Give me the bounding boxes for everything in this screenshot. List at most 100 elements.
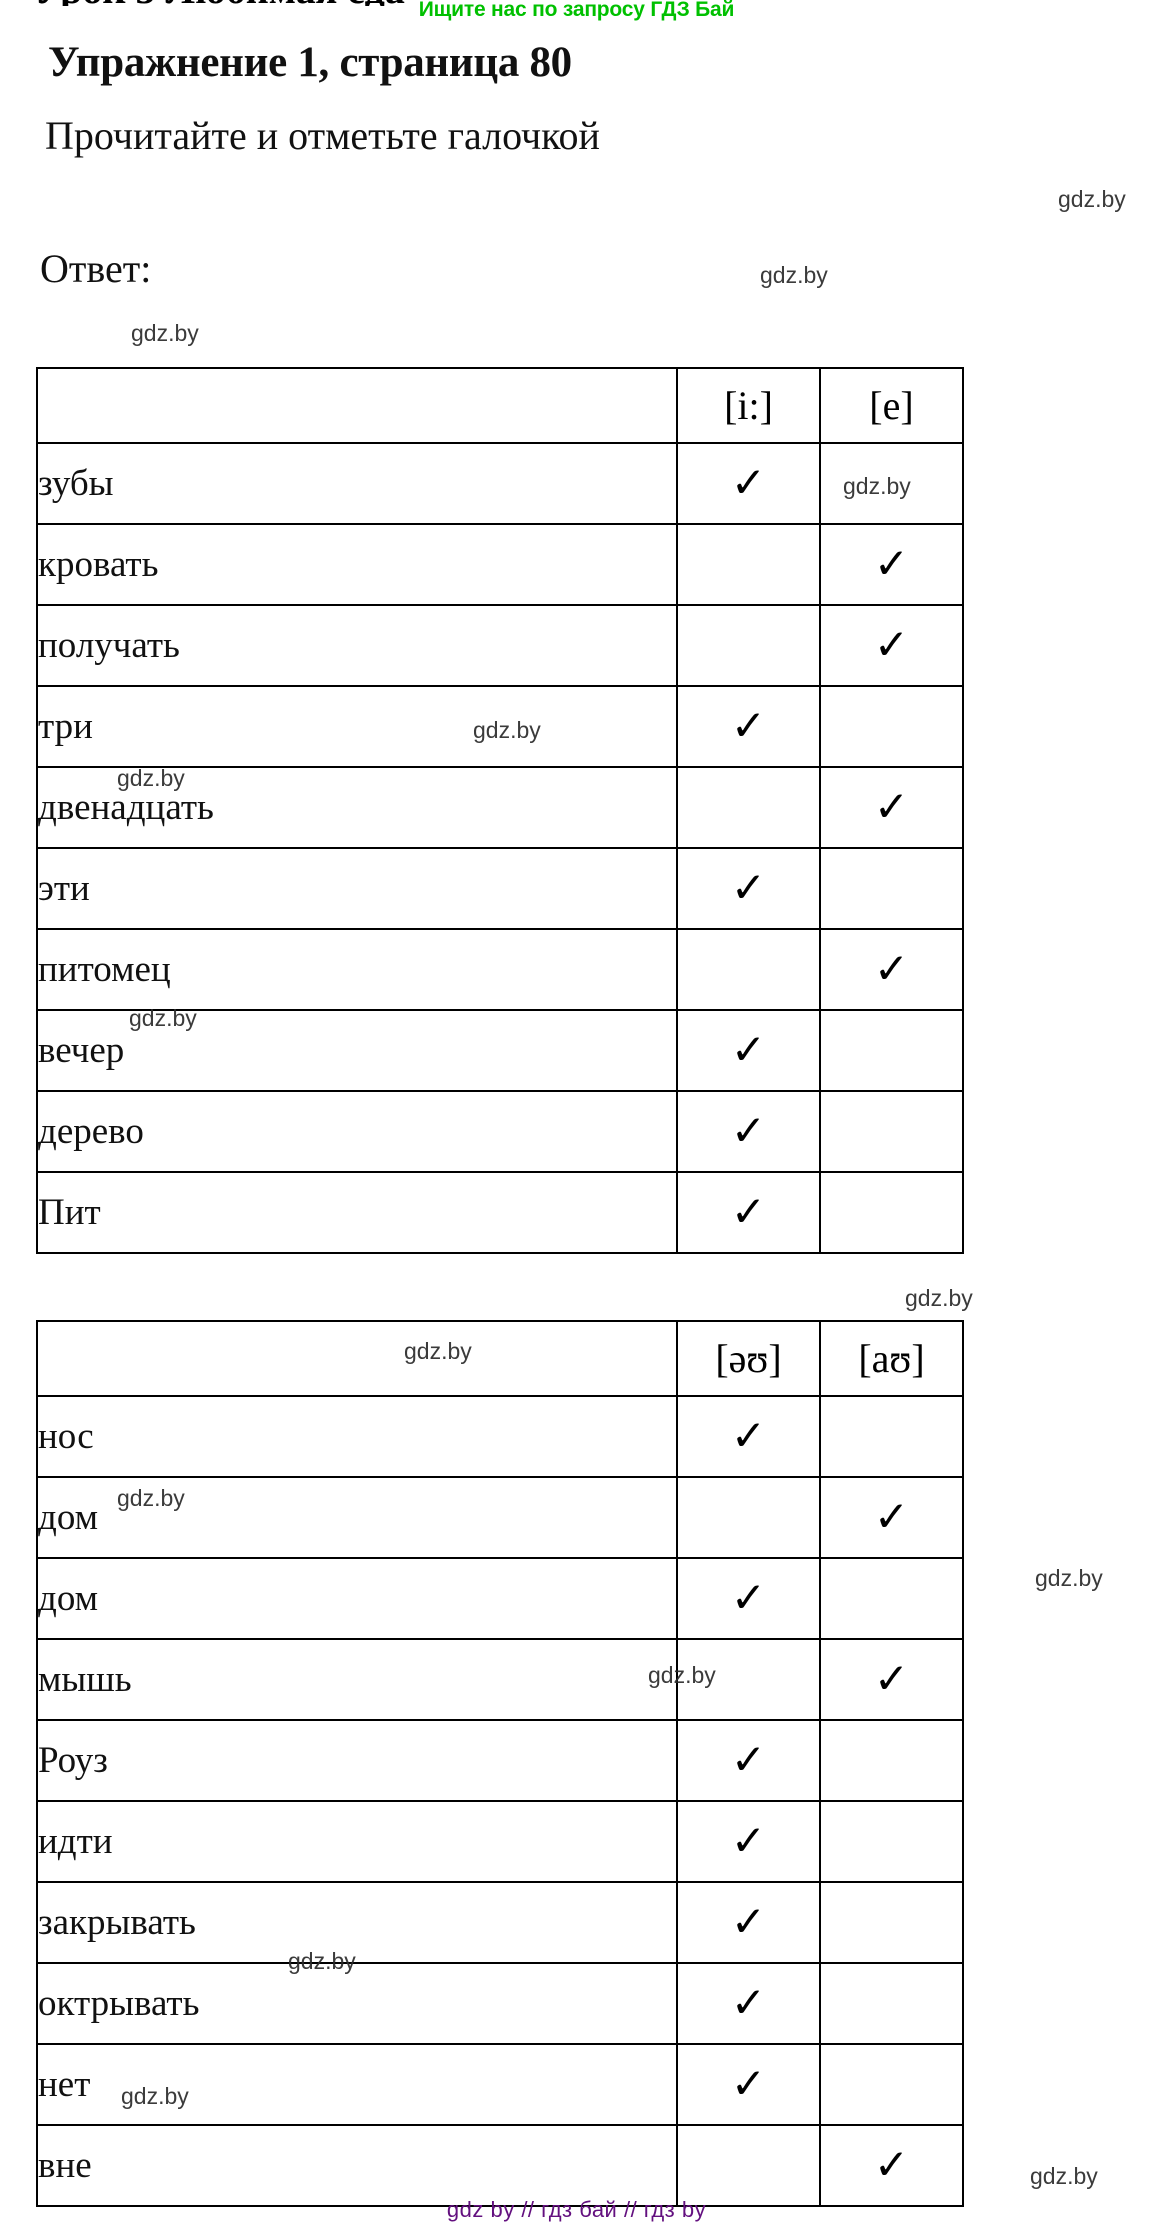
watermark: gdz.by (843, 473, 911, 499)
check-icon: ✓ (873, 542, 910, 588)
word-cell: получать (36, 604, 678, 687)
watermark: gdz.by (404, 1338, 472, 1364)
table-row: эти ✓ (36, 847, 964, 930)
checkmark-cell-empty[interactable] (676, 766, 821, 849)
checkmark-cell-empty[interactable] (819, 1090, 964, 1173)
word-cell: октрывать (36, 1962, 678, 2045)
check-icon: ✓ (873, 1495, 910, 1541)
checkmark-cell-checked[interactable]: ✓ (819, 1638, 964, 1721)
table-row: получать ✓ (36, 604, 964, 687)
checkmark-cell-checked[interactable]: ✓ (819, 766, 964, 849)
watermark: gdz.by (473, 717, 541, 743)
checkmark-cell-empty[interactable] (676, 2124, 821, 2207)
word-cell: двенадцать (36, 766, 678, 849)
checkmark-cell-checked[interactable]: ✓ (676, 1395, 821, 1478)
word-cell: дерево (36, 1090, 678, 1173)
checkmark-cell-checked[interactable]: ✓ (676, 2043, 821, 2126)
checkmark-cell-checked[interactable]: ✓ (676, 442, 821, 525)
checkmark-cell-checked[interactable]: ✓ (819, 523, 964, 606)
checkmark-cell-empty[interactable] (676, 928, 821, 1011)
answer-label: Ответ: (40, 246, 152, 291)
checkmark-cell-checked[interactable]: ✓ (676, 1719, 821, 1802)
checkmark-cell-checked[interactable]: ✓ (819, 1476, 964, 1559)
checkmark-cell-empty[interactable] (819, 2043, 964, 2126)
checkmark-cell-empty[interactable] (819, 1395, 964, 1478)
table-row: нос ✓ (36, 1395, 964, 1478)
check-icon: ✓ (730, 1576, 767, 1622)
check-icon: ✓ (730, 1981, 767, 2027)
word-cell: зубы (36, 442, 678, 525)
watermark: gdz.by (1058, 186, 1126, 212)
checkmark-cell-empty[interactable] (819, 442, 964, 525)
table-row: октрывать ✓ (36, 1962, 964, 2045)
word-cell: питомец (36, 928, 678, 1011)
table-row: вне ✓ (36, 2124, 964, 2207)
checkmark-cell-checked[interactable]: ✓ (676, 1800, 821, 1883)
header-phoneme-1: [əʊ] (676, 1320, 821, 1397)
check-icon: ✓ (873, 947, 910, 993)
site-footer: gdz by // гдз бай // гдз by (446, 2197, 707, 2222)
clipped-top-heading-wrap: Урок 5 Любимая еда (34, 0, 674, 6)
word-cell: идти (36, 1800, 678, 1883)
table-row: зубы ✓ (36, 442, 964, 525)
checkmark-cell-empty[interactable] (819, 1171, 964, 1254)
table-row: вечер ✓ (36, 1009, 964, 1092)
checkmark-cell-checked[interactable]: ✓ (676, 1171, 821, 1254)
checkmark-cell-checked[interactable]: ✓ (819, 604, 964, 687)
table-row: двенадцать ✓ (36, 766, 964, 849)
table-row: мышь ✓ (36, 1638, 964, 1721)
table-row: дом ✓ (36, 1557, 964, 1640)
check-icon: ✓ (873, 2143, 910, 2189)
checkmark-cell-checked[interactable]: ✓ (676, 1009, 821, 1092)
checkmark-cell-empty[interactable] (819, 1719, 964, 1802)
checkmark-cell-checked[interactable]: ✓ (819, 928, 964, 1011)
checkmark-cell-checked[interactable]: ✓ (676, 685, 821, 768)
promo-banner: Ищите нас по запросу ГДЗ Бай (418, 0, 735, 21)
watermark: gdz.by (117, 1485, 185, 1511)
watermark: gdz.by (121, 2083, 189, 2109)
checkmark-cell-checked[interactable]: ✓ (676, 847, 821, 930)
checkmark-cell-checked[interactable]: ✓ (676, 1962, 821, 2045)
check-icon: ✓ (730, 1109, 767, 1155)
check-icon: ✓ (873, 785, 910, 831)
table-row: нет ✓ (36, 2043, 964, 2126)
checkmark-cell-checked[interactable]: ✓ (676, 1881, 821, 1964)
check-icon: ✓ (873, 1657, 910, 1703)
checkmark-cell-empty[interactable] (819, 1962, 964, 2045)
check-icon: ✓ (730, 1190, 767, 1236)
table-header-row: [əʊ] [aʊ] (36, 1320, 964, 1397)
checkmark-cell-empty[interactable] (819, 1557, 964, 1640)
checkmark-cell-empty[interactable] (676, 604, 821, 687)
checkmark-cell-empty[interactable] (819, 1881, 964, 1964)
header-phoneme-2: [aʊ] (819, 1320, 964, 1397)
table-row: дерево ✓ (36, 1090, 964, 1173)
checkmark-cell-checked[interactable]: ✓ (676, 1090, 821, 1173)
table-row: закрывать ✓ (36, 1881, 964, 1964)
word-cell: закрывать (36, 1881, 678, 1964)
checkmark-cell-empty[interactable] (819, 1009, 964, 1092)
word-cell: Роуз (36, 1719, 678, 1802)
checkmark-cell-checked[interactable]: ✓ (819, 2124, 964, 2207)
checkmark-cell-empty[interactable] (676, 523, 821, 606)
checkmark-cell-checked[interactable]: ✓ (676, 1557, 821, 1640)
check-icon: ✓ (730, 1414, 767, 1460)
table-body: зубы ✓ кровать ✓ получать ✓ три ✓ двенадцать ✓ эти… (36, 442, 964, 1254)
check-icon: ✓ (730, 1028, 767, 1074)
checkmark-cell-empty[interactable] (819, 1800, 964, 1883)
word-cell: вне (36, 2124, 678, 2207)
checkmark-cell-empty[interactable] (819, 847, 964, 930)
check-icon: ✓ (730, 704, 767, 750)
word-cell: нет (36, 2043, 678, 2126)
check-icon: ✓ (873, 623, 910, 669)
checkmark-cell-empty[interactable] (676, 1476, 821, 1559)
word-cell: Пит (36, 1171, 678, 1254)
checkmark-cell-empty[interactable] (819, 685, 964, 768)
page-title: Упражнение 1, страница 80 (48, 39, 572, 86)
checkmark-cell-empty[interactable] (676, 1638, 821, 1721)
word-cell: дом (36, 1557, 678, 1640)
clipped-top-heading: Урок 5 Любимая еда (34, 0, 674, 6)
check-icon: ✓ (730, 1819, 767, 1865)
check-icon: ✓ (730, 1738, 767, 1784)
check-icon: ✓ (730, 2062, 767, 2108)
